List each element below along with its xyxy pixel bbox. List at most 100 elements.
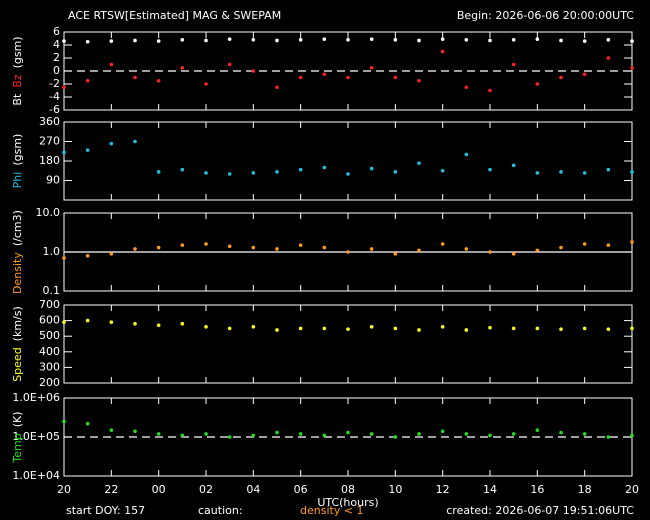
data-point bbox=[346, 38, 350, 42]
data-point bbox=[606, 243, 611, 247]
data-point bbox=[559, 75, 563, 80]
data-point bbox=[275, 430, 279, 435]
data-point bbox=[582, 242, 587, 246]
data-point bbox=[156, 170, 161, 174]
data-point bbox=[369, 432, 374, 436]
data-point bbox=[180, 65, 185, 70]
footer-start: start DOY: 157 bbox=[66, 504, 145, 517]
data-point bbox=[227, 435, 232, 439]
data-point bbox=[535, 326, 540, 331]
data-point bbox=[346, 250, 350, 254]
data-point bbox=[156, 432, 161, 436]
data-point bbox=[322, 245, 327, 250]
y-axis-unit: (km/s) bbox=[11, 306, 24, 341]
y-axis-label: Temp (K) bbox=[11, 411, 24, 463]
y-tick-label: 2 bbox=[53, 51, 60, 64]
data-point bbox=[511, 251, 516, 256]
data-point bbox=[535, 248, 540, 253]
footer-caution-note: density < 1 bbox=[300, 504, 364, 517]
data-point bbox=[133, 139, 137, 144]
x-tick-label: 08 bbox=[341, 483, 355, 496]
data-point bbox=[488, 88, 492, 93]
data-point bbox=[180, 167, 185, 172]
legend-entry: Temp bbox=[11, 433, 24, 463]
data-point bbox=[582, 72, 587, 77]
data-point bbox=[133, 321, 137, 326]
data-point bbox=[133, 75, 137, 80]
data-point bbox=[417, 78, 421, 83]
data-point bbox=[62, 320, 66, 324]
y-axis-label: Density (/cm3) bbox=[11, 210, 24, 294]
data-point bbox=[133, 247, 137, 251]
y-tick-label: 700 bbox=[39, 298, 60, 311]
data-point bbox=[417, 432, 421, 436]
data-point bbox=[85, 148, 90, 152]
legend-entry: Bt bbox=[11, 93, 24, 106]
data-point bbox=[251, 433, 256, 438]
data-point bbox=[85, 253, 90, 258]
legend-entry: Phi bbox=[11, 172, 24, 189]
data-point bbox=[369, 37, 374, 41]
data-point bbox=[62, 39, 66, 43]
data-point bbox=[417, 328, 421, 332]
data-point bbox=[464, 247, 469, 251]
data-point bbox=[180, 433, 185, 438]
data-point bbox=[488, 325, 492, 330]
x-tick-label: 10 bbox=[388, 483, 402, 496]
data-point bbox=[156, 78, 161, 83]
data-point bbox=[440, 37, 445, 41]
data-point bbox=[346, 430, 350, 435]
data-point bbox=[109, 251, 114, 256]
y-axis-unit: (/cm3) bbox=[11, 210, 24, 246]
data-point bbox=[204, 82, 208, 86]
y-axis-label: Bt Bz (gsm) bbox=[11, 36, 24, 105]
data-point bbox=[227, 244, 232, 249]
footer-created: created: 2026-06-07 19:51:06UTC bbox=[446, 504, 634, 517]
data-point bbox=[109, 141, 114, 146]
data-point bbox=[204, 38, 208, 43]
data-point bbox=[582, 39, 587, 43]
data-point bbox=[298, 167, 303, 172]
y-tick-label: 270 bbox=[39, 135, 60, 148]
data-point bbox=[582, 432, 587, 436]
chart-title: ACE RTSW[Estimated] MAG & SWEPAM bbox=[68, 9, 281, 22]
data-point bbox=[606, 327, 611, 331]
data-point bbox=[204, 242, 208, 246]
y-tick-label: 180 bbox=[39, 154, 60, 167]
data-point bbox=[559, 430, 563, 435]
data-point bbox=[346, 327, 350, 331]
data-point bbox=[464, 85, 469, 90]
data-point bbox=[346, 75, 350, 80]
data-point bbox=[511, 432, 516, 436]
y-tick-label: 0.1 bbox=[43, 284, 61, 297]
data-point bbox=[298, 326, 303, 331]
data-point bbox=[298, 243, 303, 247]
y-tick-label: 4 bbox=[53, 38, 60, 51]
data-point bbox=[62, 256, 66, 260]
data-point bbox=[251, 69, 256, 73]
data-point bbox=[85, 78, 90, 83]
x-tick-label: 20 bbox=[57, 483, 71, 496]
x-tick-label: 02 bbox=[199, 483, 213, 496]
data-point bbox=[369, 325, 374, 329]
x-tick-label: 12 bbox=[436, 483, 450, 496]
data-point bbox=[275, 85, 279, 90]
data-point bbox=[488, 167, 492, 172]
data-point bbox=[109, 62, 114, 67]
panel-frame bbox=[63, 304, 633, 384]
data-point bbox=[180, 243, 185, 247]
x-tick-label: 06 bbox=[294, 483, 308, 496]
y-tick-label: 90 bbox=[46, 174, 60, 187]
data-point bbox=[440, 429, 445, 434]
data-point bbox=[322, 72, 327, 77]
y-tick-label: 0 bbox=[53, 64, 60, 77]
y-tick-label: -6 bbox=[49, 103, 60, 116]
x-tick-label: 16 bbox=[530, 483, 544, 496]
data-point bbox=[393, 170, 398, 174]
data-point bbox=[417, 38, 421, 43]
data-point bbox=[369, 166, 374, 171]
data-point bbox=[606, 56, 611, 60]
legend-entry: Bz bbox=[11, 74, 24, 88]
data-point bbox=[606, 435, 611, 439]
